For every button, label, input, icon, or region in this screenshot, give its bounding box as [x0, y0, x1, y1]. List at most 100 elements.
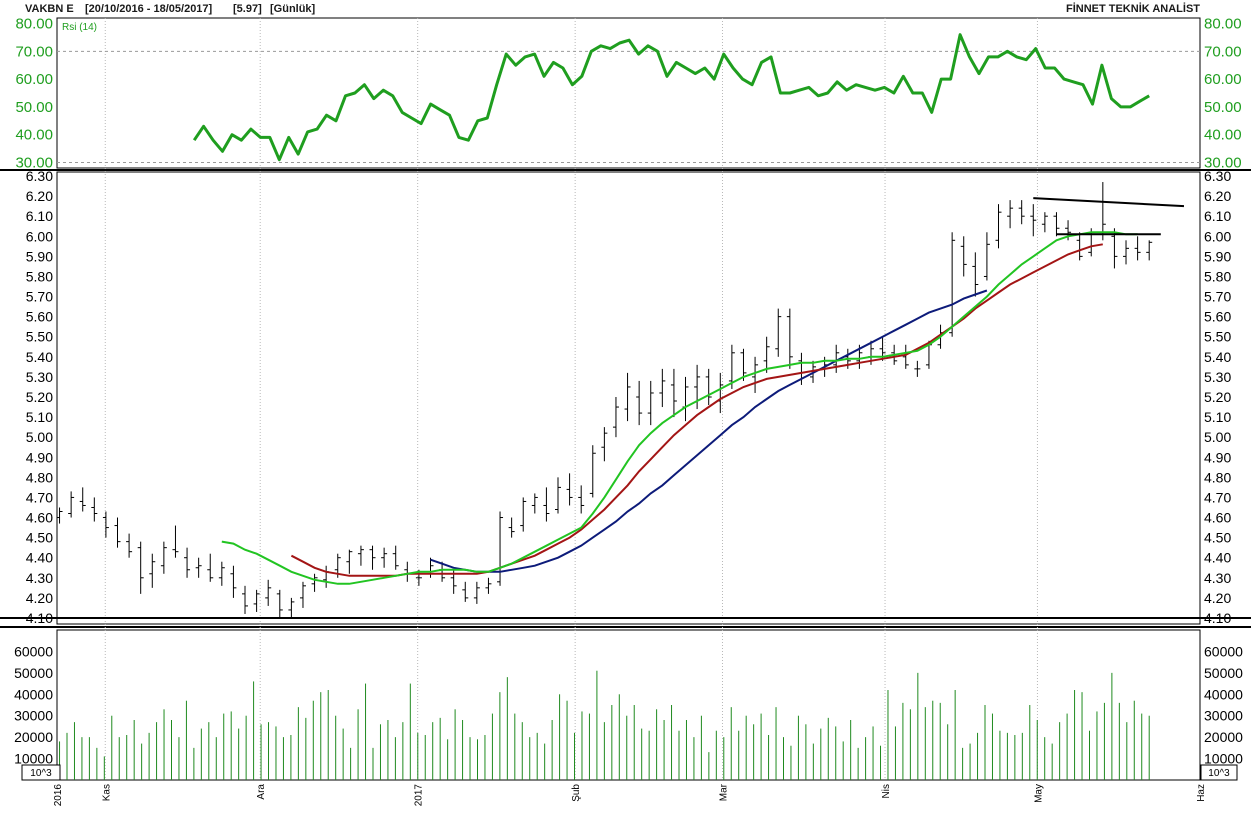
- price-tick-left: 4.30: [26, 570, 53, 586]
- price-tick-left: 4.20: [26, 590, 53, 606]
- ohlc-bar: [357, 545, 364, 566]
- rsi-panel: [57, 33, 1200, 163]
- price-tick-right: 4.40: [1204, 550, 1231, 566]
- ohlc-bar: [705, 368, 712, 406]
- ohlc-bar: [520, 497, 527, 532]
- ohlc-bar: [473, 581, 480, 604]
- header-range: [20/10/2016 - 18/05/2017]: [85, 3, 213, 15]
- price-tick-right: 5.60: [1204, 309, 1231, 325]
- price-tick-left: 4.10: [26, 610, 53, 626]
- x-axis-label: 2016: [53, 784, 64, 807]
- volume-tick-right: 60000: [1204, 643, 1243, 659]
- pattern-upper-line: [1033, 197, 1185, 208]
- volume-panel: [59, 670, 1150, 780]
- x-axis-labels: 2016 Kas Ara 2017 Şub Mar Nis May Haz: [53, 783, 1207, 806]
- volume-tick-left: 10000: [14, 751, 53, 767]
- moving-average-red: [290, 243, 1103, 577]
- price-tick-left: 6.20: [26, 188, 53, 204]
- ohlc-bar: [160, 541, 167, 574]
- ohlc-bar: [299, 581, 306, 608]
- axis-tick-labels: 80.00 80.00 70.00 70.00 60.00 60.00 50.00 50.00…: [14, 16, 1243, 767]
- ohlc-bar: [126, 533, 133, 558]
- ohlc-bar: [346, 549, 353, 574]
- ohlc-bar: [647, 380, 654, 426]
- price-tick-left: 5.00: [26, 429, 53, 445]
- panel-frames: [0, 17, 1251, 781]
- price-tick-right: 6.00: [1204, 228, 1231, 244]
- volume-unit-box-right: [1200, 764, 1238, 781]
- price-panel: [0, 182, 1251, 619]
- ohlc-bar: [531, 493, 538, 514]
- price-tick-right: 5.30: [1204, 369, 1231, 385]
- ohlc-bar: [972, 252, 979, 297]
- ohlc-bar: [79, 487, 86, 512]
- ohlc-bar: [462, 581, 469, 602]
- price-tick-left: 5.20: [26, 389, 53, 405]
- volume-unit-box-left: [21, 764, 61, 781]
- ohlc-bar: [91, 497, 98, 522]
- price-tick-right: 6.20: [1204, 188, 1231, 204]
- rsi-legend: Rsi (14): [62, 22, 97, 33]
- ohlc-bar: [995, 204, 1002, 249]
- rsi-frame: [56, 17, 1201, 169]
- price-tick-right: 4.30: [1204, 570, 1231, 586]
- rsi-tick-right: 60.00: [1204, 71, 1242, 88]
- ohlc-bar: [392, 545, 399, 570]
- price-tick-right: 5.70: [1204, 289, 1231, 305]
- price-tick-left: 6.30: [26, 168, 53, 184]
- ohlc-bar: [68, 491, 75, 518]
- header-symbol: VAKBN E: [25, 3, 74, 15]
- ohlc-bar: [833, 344, 840, 373]
- price-tick-right: 5.50: [1204, 329, 1231, 345]
- volume-tick-left: 50000: [14, 665, 53, 681]
- price-tick-left: 5.60: [26, 309, 53, 325]
- price-tick-left: 5.30: [26, 369, 53, 385]
- price-tick-left: 4.80: [26, 469, 53, 485]
- ohlc-bar: [589, 445, 596, 498]
- ohlc-bar: [775, 308, 782, 357]
- price-tick-left: 6.10: [26, 208, 53, 224]
- ohlc-bar: [1041, 212, 1048, 233]
- x-axis-label: Ara: [256, 784, 267, 800]
- volume-tick-left: 40000: [14, 686, 53, 702]
- price-tick-right: 4.10: [1204, 610, 1231, 626]
- rsi-tick-right: 80.00: [1204, 16, 1242, 33]
- x-axis-label: Nis: [881, 784, 892, 798]
- ohlc-bar: [230, 565, 237, 598]
- ohlc-bar: [670, 368, 677, 418]
- volume-tick-right: 20000: [1204, 729, 1243, 745]
- ohlc-bar: [102, 511, 109, 538]
- ohlc-bar: [763, 336, 770, 373]
- rsi-tick-right: 50.00: [1204, 99, 1242, 116]
- price-tick-right: 5.90: [1204, 248, 1231, 264]
- price-tick-left: 5.80: [26, 268, 53, 284]
- price-tick-left: 4.40: [26, 550, 53, 566]
- price-tick-left: 4.50: [26, 530, 53, 546]
- ohlc-bar: [636, 380, 643, 426]
- x-axis-label: Haz: [1196, 784, 1207, 802]
- price-tick-right: 4.90: [1204, 449, 1231, 465]
- ohlc-bar: [149, 553, 156, 588]
- ohlc-bar: [381, 547, 388, 568]
- ohlc-bar: [728, 344, 735, 389]
- ohlc-bar: [56, 507, 63, 524]
- ohlc-bar: [265, 579, 272, 606]
- x-axis-label: May: [1033, 784, 1044, 803]
- ohlc-bar: [218, 561, 225, 586]
- price-tick-left: 5.50: [26, 329, 53, 345]
- header-last-price: [5.97]: [233, 3, 262, 15]
- price-tick-left: 4.60: [26, 510, 53, 526]
- price-tick-right: 5.20: [1204, 389, 1231, 405]
- volume-tick-left: 30000: [14, 708, 53, 724]
- price-tick-left: 6.00: [26, 228, 53, 244]
- volume-tick-right: 50000: [1204, 665, 1243, 681]
- ohlc-bar: [786, 308, 793, 369]
- volume-tick-right: 10000: [1204, 751, 1243, 767]
- volume-unit-left: 10^3: [30, 768, 52, 779]
- ohlc-bar: [137, 541, 144, 594]
- price-tick-right: 4.50: [1204, 530, 1231, 546]
- ohlc-bar: [311, 573, 318, 592]
- ohlc-bar: [485, 577, 492, 594]
